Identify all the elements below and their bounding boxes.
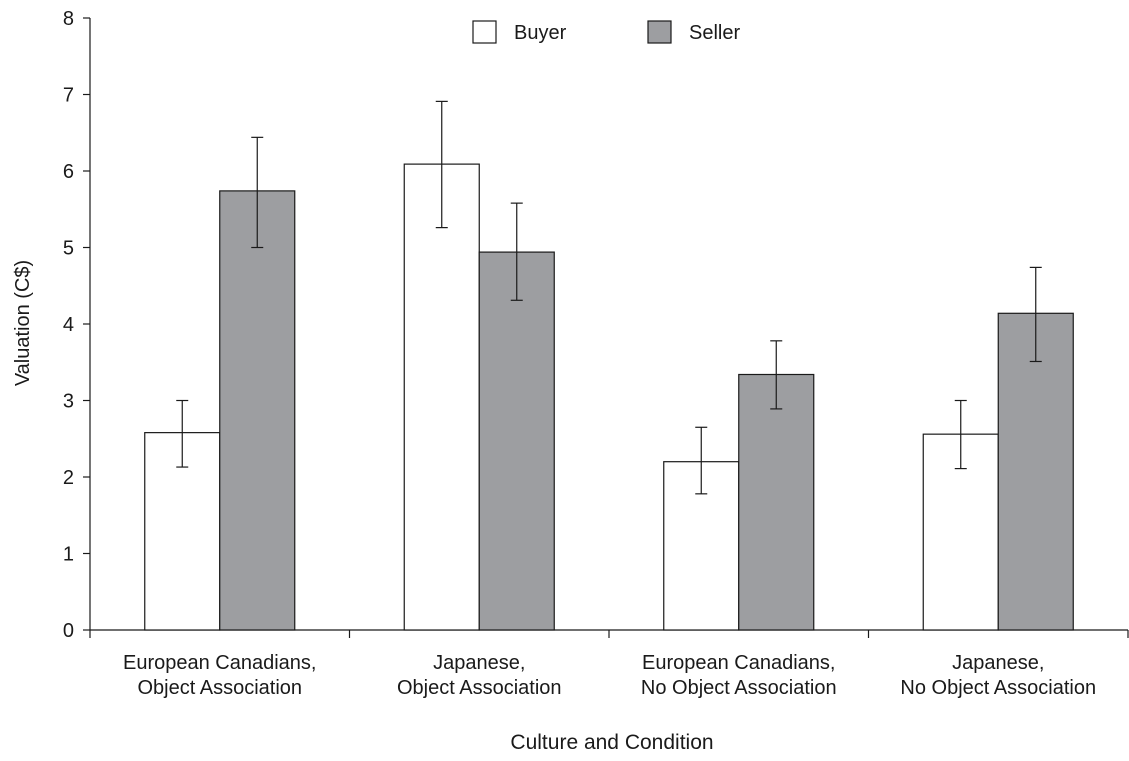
legend-label-seller: Seller <box>689 22 740 44</box>
bar-seller <box>219 190 296 631</box>
x-tick-label: Japanese, <box>952 652 1044 674</box>
error-bars <box>176 100 1042 495</box>
y-tick-label: 7 <box>63 85 74 107</box>
y-tick-label: 1 <box>63 544 74 566</box>
y-tick-label: 0 <box>63 620 74 642</box>
bar-seller <box>997 312 1074 631</box>
legend-label-buyer: Buyer <box>514 22 567 44</box>
y-tick-label: 2 <box>63 467 74 489</box>
y-axis: 0 1 2 3 4 5 6 7 8 <box>63 8 91 642</box>
y-tick-label: 6 <box>63 161 74 183</box>
bar-buyer <box>403 163 480 631</box>
x-tick-label: No Object Association <box>641 677 837 699</box>
legend: Buyer Seller <box>472 20 740 44</box>
x-axis-title: Culture and Condition <box>510 731 713 754</box>
y-tick-label: 8 <box>63 8 74 30</box>
x-tick-label: Japanese, <box>433 652 525 674</box>
x-tick-label: No Object Association <box>900 677 1096 699</box>
x-axis: European Canadians, Object Association Jap… <box>89 629 1129 699</box>
legend-swatch-buyer <box>472 20 497 44</box>
y-tick-label: 5 <box>63 238 74 260</box>
y-axis-title: Valuation (C$) <box>12 260 34 386</box>
y-tick-label: 4 <box>63 314 74 336</box>
bars <box>144 163 1074 631</box>
y-tick-label: 3 <box>63 391 74 413</box>
bar-seller <box>738 373 815 631</box>
bar-seller <box>478 251 555 631</box>
legend-swatch-seller <box>647 20 672 44</box>
x-tick-label: Object Association <box>137 677 302 699</box>
bar-buyer <box>922 433 999 631</box>
x-tick-label: European Canadians, <box>123 652 316 674</box>
x-tick-label: European Canadians, <box>642 652 835 674</box>
x-tick-label: Object Association <box>397 677 562 699</box>
